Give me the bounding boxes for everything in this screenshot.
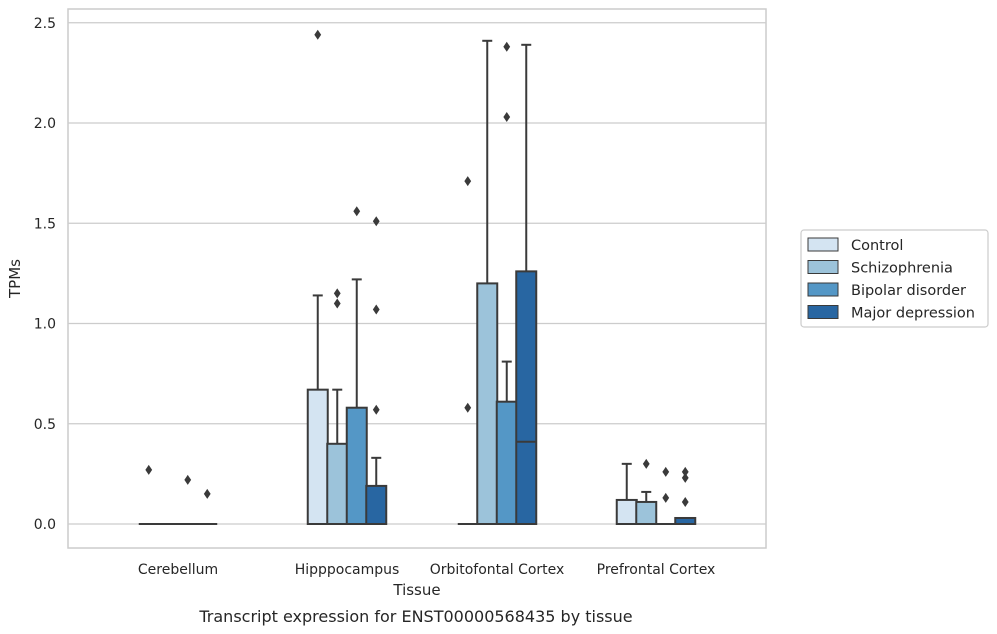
y-tick-label: 2.0	[34, 116, 56, 132]
box-body	[306, 388, 329, 526]
y-axis-label: TPMs	[6, 259, 24, 299]
x-tick-label: Prefrontal Cortex	[597, 562, 716, 578]
x-tick-label: Orbitofontal Cortex	[430, 562, 565, 578]
outlier-point	[503, 111, 511, 122]
legend-swatch	[807, 282, 839, 297]
box-bipolar-disorder	[345, 206, 368, 525]
outlier-point	[184, 474, 192, 485]
y-tick-label: 2.5	[34, 16, 56, 32]
outlier-point	[662, 466, 670, 477]
box-body	[326, 442, 349, 525]
outlier-point	[681, 466, 689, 477]
outlier-point	[464, 176, 472, 187]
y-axis-ticks: 0.0 0.5 1.0 1.5 2.0 2.5	[34, 16, 56, 533]
legend-frame	[800, 229, 989, 328]
legend-label: Major depression	[851, 306, 975, 322]
grid-lines	[68, 22, 766, 525]
legend: Control Schizophrenia Bipolar disorder Majo…	[800, 229, 989, 328]
outlier-point	[145, 464, 153, 475]
box-body	[515, 270, 538, 525]
plot-frame	[67, 8, 767, 549]
outlier-point	[464, 402, 472, 413]
x-tick-label: Cerebellum	[138, 562, 218, 578]
box-body	[345, 406, 368, 525]
box-control	[138, 464, 159, 525]
outlier-point	[314, 29, 322, 40]
legend-swatch	[807, 260, 839, 274]
box-body	[615, 498, 638, 526]
y-tick-label: 0.0	[34, 517, 56, 533]
box-major-depression	[197, 488, 218, 525]
outlier-point	[372, 304, 380, 315]
outlier-point	[681, 472, 689, 483]
outlier-point	[333, 298, 341, 309]
box-control	[615, 462, 638, 526]
outlier-point	[642, 458, 650, 469]
box-control	[457, 176, 478, 525]
box-schizophrenia	[635, 458, 658, 526]
legend-swatch	[807, 237, 839, 252]
outlier-point	[372, 216, 380, 227]
box-body	[635, 500, 658, 526]
outlier-point	[503, 41, 511, 52]
legend-label: Schizophrenia	[851, 261, 953, 277]
legend-label: Control	[851, 238, 903, 254]
outlier-point	[662, 492, 670, 503]
x-axis-ticks: Cerebellum Hipppocampus Orbitofontal Corte…	[138, 562, 715, 578]
box-schizophrenia	[476, 39, 499, 525]
box-control	[306, 29, 329, 526]
x-axis-label: Tissue	[392, 581, 440, 599]
box-major-depression	[365, 216, 388, 525]
y-tick-label: 1.0	[34, 317, 56, 333]
legend-swatch	[807, 305, 839, 319]
x-tick-label: Hipppocampus	[295, 562, 400, 578]
box-body	[495, 400, 518, 526]
outlier-point	[681, 496, 689, 507]
box-body	[365, 484, 388, 525]
outlier-point	[203, 488, 211, 499]
box-bipolar-disorder	[655, 466, 676, 525]
box-bipolar-disorder	[177, 474, 198, 525]
plot-area	[138, 29, 697, 526]
outlier-point	[372, 404, 380, 415]
box-major-depression	[515, 43, 538, 525]
box-schizophrenia	[326, 288, 349, 525]
y-tick-label: 1.5	[34, 216, 56, 232]
figure-caption: Transcript expression for ENST0000056843…	[198, 607, 632, 626]
box-major-depression	[674, 466, 697, 525]
box-body	[476, 282, 499, 525]
outlier-point	[333, 288, 341, 299]
outlier-point	[353, 206, 361, 217]
box-bipolar-disorder	[495, 41, 518, 526]
y-tick-label: 0.5	[34, 417, 56, 433]
legend-label: Bipolar disorder	[851, 283, 966, 299]
